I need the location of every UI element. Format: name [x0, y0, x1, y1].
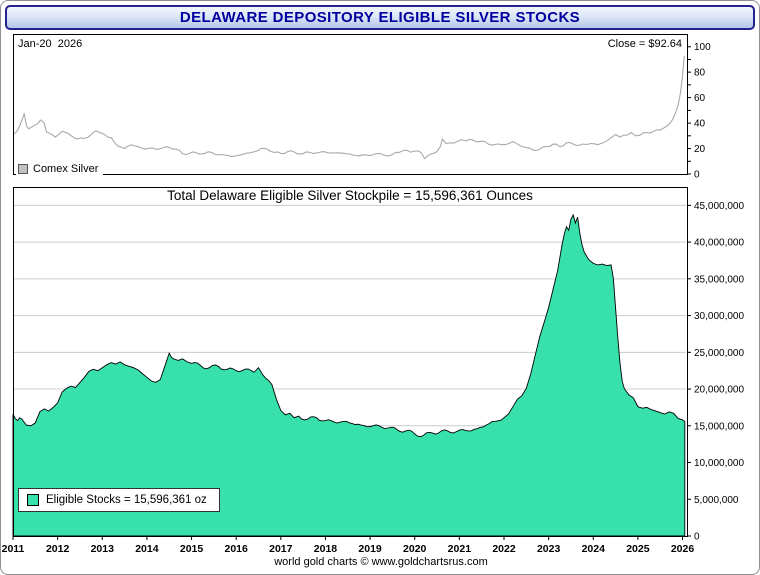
year-tick-label: 2025 [626, 543, 650, 555]
year-tick-label: 2019 [358, 543, 382, 555]
year-tick-label: 2017 [269, 543, 293, 555]
year-tick-label: 2011 [2, 543, 25, 555]
price-y-tick-label: 100 [694, 42, 711, 53]
stocks-y-tick-label: 15,000,000 [694, 421, 744, 432]
copyright-credit: world gold charts © www.goldchartsrus.co… [274, 556, 488, 568]
page-title: DELAWARE DEPOSITORY ELIGIBLE SILVER STOC… [179, 9, 581, 26]
stocks-y-tick-label: 35,000,000 [694, 274, 744, 285]
stockpile-title: Total Delaware Eligible Silver Stockpile… [167, 188, 533, 203]
year-tick-label: 2026 [671, 543, 695, 555]
year-tick-label: 2023 [537, 543, 561, 555]
comex-silver-swatch-icon [18, 164, 28, 174]
stocks-plot-border [13, 187, 688, 537]
year-tick-label: 2016 [224, 543, 248, 555]
stocks-y-tick-label: 10,000,000 [694, 458, 744, 469]
eligible-stocks-swatch-icon [27, 494, 39, 506]
price-plot-border [13, 34, 688, 175]
year-tick-label: 2020 [403, 543, 427, 555]
comex-silver-line [12, 56, 685, 160]
year-tick-label: 2012 [46, 543, 70, 555]
comex-silver-legend-label: Comex Silver [33, 163, 99, 175]
stocks-y-tick-label: 40,000,000 [694, 238, 744, 249]
stocks-y-tick-label: 30,000,000 [694, 311, 744, 322]
year-tick-label: 2013 [91, 543, 115, 555]
eligible-stocks-legend-label: Eligible Stocks = 15,596,361 oz [46, 494, 207, 506]
price-y-tick-label: 20 [694, 144, 706, 155]
price-y-tick-label: 0 [694, 170, 700, 181]
date-label: Jan-20 2026 [18, 38, 83, 50]
close-price-label: Close = $92.64 [607, 38, 682, 50]
stocks-y-tick-label: 20,000,000 [694, 385, 744, 396]
stocks-y-tick-label: 5,000,000 [694, 495, 739, 506]
price-y-tick-label: 40 [694, 119, 706, 130]
year-tick-label: 2022 [492, 543, 516, 555]
year-tick-label: 2014 [135, 543, 159, 555]
price-y-tick-label: 80 [694, 68, 706, 79]
eligible-stocks-area [12, 213, 686, 537]
stocks-y-tick-label: 25,000,000 [694, 348, 744, 359]
stocks-y-tick-label: 45,000,000 [694, 201, 744, 212]
year-tick-label: 2015 [180, 543, 204, 555]
chart-title-bar: DELAWARE DEPOSITORY ELIGIBLE SILVER STOC… [5, 5, 755, 30]
price-y-tick-label: 60 [694, 93, 706, 104]
year-tick-label: 2024 [582, 543, 606, 555]
eligible-stocks-legend: Eligible Stocks = 15,596,361 oz [18, 488, 220, 512]
comex-silver-legend: Comex Silver [16, 162, 104, 176]
year-tick-label: 2018 [314, 543, 338, 555]
year-tick-label: 2021 [448, 543, 472, 555]
stocks-y-tick-label: 0 [694, 532, 700, 543]
